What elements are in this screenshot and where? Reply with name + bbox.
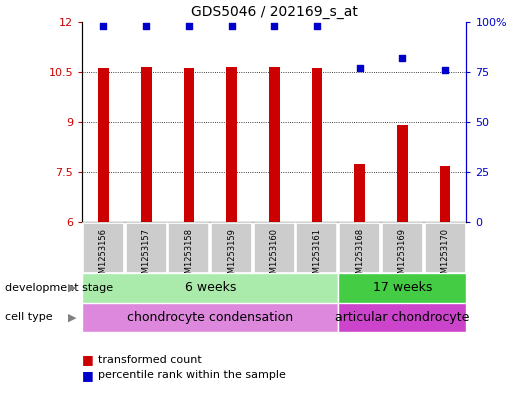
Text: ■: ■ [82, 353, 94, 366]
Bar [440, 166, 450, 222]
Bar [296, 222, 338, 273]
Bar [355, 163, 365, 222]
Title: GDS5046 / 202169_s_at: GDS5046 / 202169_s_at [191, 5, 358, 19]
Text: GSM1253156: GSM1253156 [99, 228, 108, 284]
Bar [339, 303, 466, 332]
Text: GSM1253158: GSM1253158 [184, 228, 193, 284]
Bar [211, 222, 252, 273]
Bar [254, 222, 295, 273]
Text: articular chondrocyte: articular chondrocyte [335, 311, 470, 324]
Text: GSM1253170: GSM1253170 [440, 228, 449, 284]
Bar [226, 67, 237, 222]
Text: GSM1253159: GSM1253159 [227, 228, 236, 284]
Text: 17 weeks: 17 weeks [373, 281, 432, 294]
Text: ▶: ▶ [68, 312, 77, 322]
Bar [83, 222, 124, 273]
Text: cell type: cell type [5, 312, 53, 322]
Bar [141, 67, 152, 222]
Text: percentile rank within the sample: percentile rank within the sample [98, 370, 286, 380]
Bar [126, 222, 166, 273]
Text: transformed count: transformed count [98, 354, 202, 365]
Text: 6 weeks: 6 weeks [184, 281, 236, 294]
Bar [397, 125, 408, 222]
Point [227, 22, 236, 29]
Text: ■: ■ [82, 369, 94, 382]
Text: GSM1253160: GSM1253160 [270, 228, 279, 284]
Point [398, 55, 407, 61]
Text: GSM1253157: GSM1253157 [142, 228, 151, 284]
Bar [312, 68, 322, 222]
Text: GSM1253169: GSM1253169 [398, 228, 407, 284]
Bar [339, 222, 380, 273]
Bar [339, 273, 466, 303]
Bar [269, 67, 280, 222]
Point [356, 64, 364, 71]
Bar [183, 68, 194, 222]
Point [184, 22, 193, 29]
Point [441, 66, 449, 73]
Point [142, 22, 151, 29]
Bar [382, 222, 423, 273]
Bar [425, 222, 465, 273]
Text: GSM1253168: GSM1253168 [355, 228, 364, 284]
Text: ▶: ▶ [68, 283, 77, 293]
Text: GSM1253161: GSM1253161 [313, 228, 322, 284]
Text: chondrocyte condensation: chondrocyte condensation [127, 311, 294, 324]
Bar [98, 68, 109, 222]
Point [99, 22, 108, 29]
Bar [82, 273, 339, 303]
Text: development stage: development stage [5, 283, 113, 293]
Bar [169, 222, 209, 273]
Point [270, 22, 279, 29]
Point [313, 22, 321, 29]
Bar [82, 303, 339, 332]
